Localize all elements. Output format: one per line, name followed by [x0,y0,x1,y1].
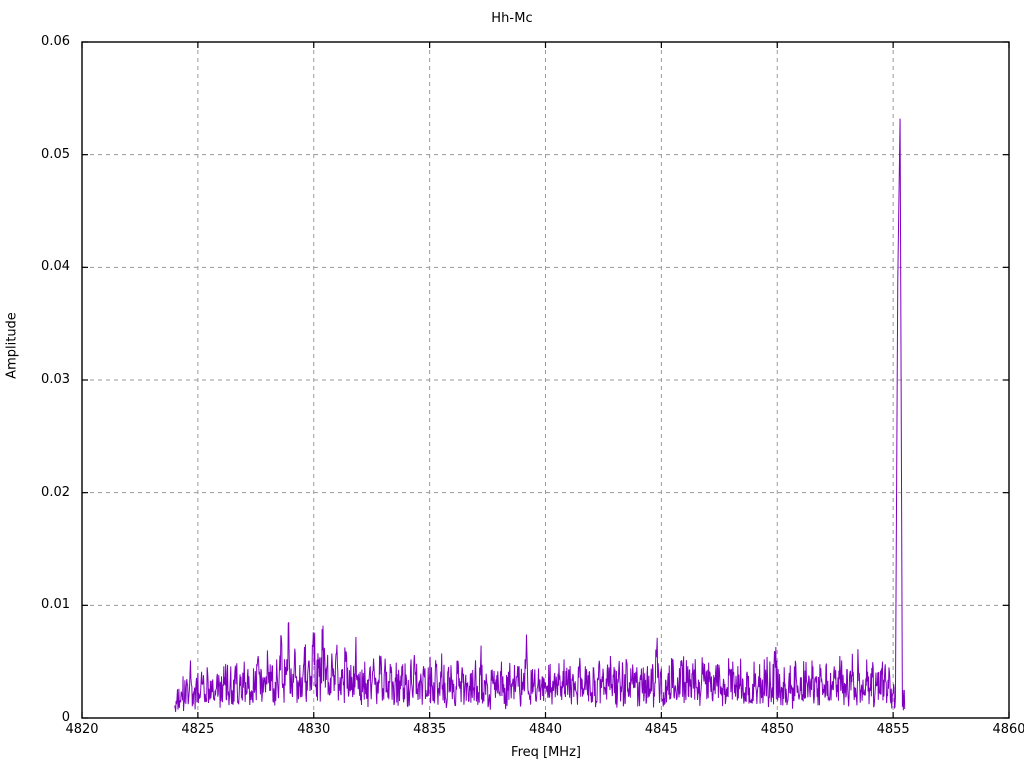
x-tick-label: 4860 [992,722,1024,737]
x-tick-label: 4840 [528,722,563,737]
x-tick-label: 4850 [760,722,794,737]
y-tick-label: 0.06 [41,34,70,49]
x-tick-label: 4825 [181,722,215,737]
x-axis-label: Freq [MHz] [511,745,581,760]
x-tick-label: 4835 [413,722,447,737]
x-tick-label: 4820 [65,722,99,737]
data-series-layer [174,118,906,712]
y-tick-label: 0.02 [41,484,70,500]
chart-title: Hh-Mc [491,11,533,26]
y-tick-label: 0 [61,710,70,725]
y-tick-label: 0.05 [41,146,70,162]
x-tick-label: 4830 [297,722,331,737]
grid-lines [82,41,1009,718]
x-tick-label: 4855 [876,722,910,737]
y-tick-label: 0.04 [41,259,70,275]
x-tick-label: 4845 [644,722,678,737]
y-tick-label: 0.01 [41,597,70,613]
tick-marks [81,41,1010,719]
y-tick-label: 0.03 [41,372,70,387]
